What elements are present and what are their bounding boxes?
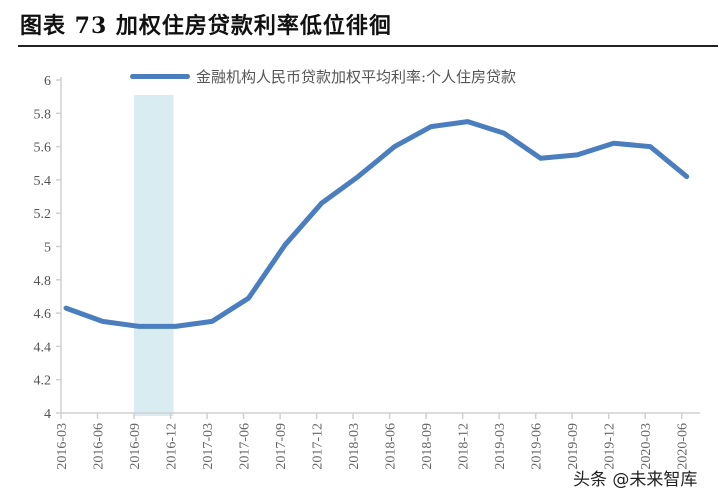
y-tick-label: 4.4 (34, 340, 52, 355)
y-tick-label: 5.6 (34, 141, 52, 156)
chart-title: 图表 73 加权住房贷款利率低位徘徊 (20, 13, 392, 39)
legend: 金融机构人民币贷款加权平均利率:个人住房贷款 (130, 66, 516, 87)
y-tick-label: 5.4 (34, 174, 52, 189)
x-tick-label: 2019-09 (566, 423, 581, 470)
x-tick-label: 2019-06 (530, 423, 545, 470)
watermark: 头条 @未来智库 (573, 470, 698, 490)
y-tick-label: 5.8 (34, 107, 52, 122)
y-tick-label: 5 (44, 241, 51, 256)
x-tick-label: 2018-06 (384, 423, 399, 470)
x-tick-label: 2016-12 (165, 423, 180, 470)
y-tick-label: 6 (44, 74, 51, 89)
data-line (63, 119, 690, 329)
x-tick-label: 2019-03 (493, 423, 508, 470)
legend-label: 金融机构人民币贷款加权平均利率:个人住房贷款 (196, 68, 517, 86)
y-tick-label: 4 (44, 407, 51, 422)
y-tick-label: 4.8 (34, 274, 52, 289)
x-tick-label: 2017-03 (201, 423, 216, 470)
x-tick-label: 2017-06 (238, 423, 253, 470)
y-tick-label: 4.2 (34, 374, 52, 389)
x-tick-label: 2020-03 (639, 423, 654, 470)
x-tick-label: 2017-12 (311, 423, 326, 470)
legend-swatch (130, 74, 190, 79)
y-tick-label: 5.2 (34, 207, 52, 222)
highlight-band (134, 95, 174, 416)
x-tick-label: 2016-03 (55, 423, 70, 470)
x-tick-label: 2016-09 (128, 423, 143, 470)
x-tick-label: 2018-12 (457, 423, 472, 470)
x-tick-label: 2018-09 (420, 423, 435, 470)
x-tick-label: 2018-03 (347, 423, 362, 470)
x-tick-label: 2020-06 (676, 423, 691, 470)
y-tick-label: 4.6 (34, 307, 52, 322)
title-divider (18, 45, 718, 47)
x-tick-label: 2017-09 (274, 423, 289, 470)
x-tick-label: 2019-12 (603, 423, 618, 470)
x-tick-label: 2016-06 (92, 423, 107, 470)
